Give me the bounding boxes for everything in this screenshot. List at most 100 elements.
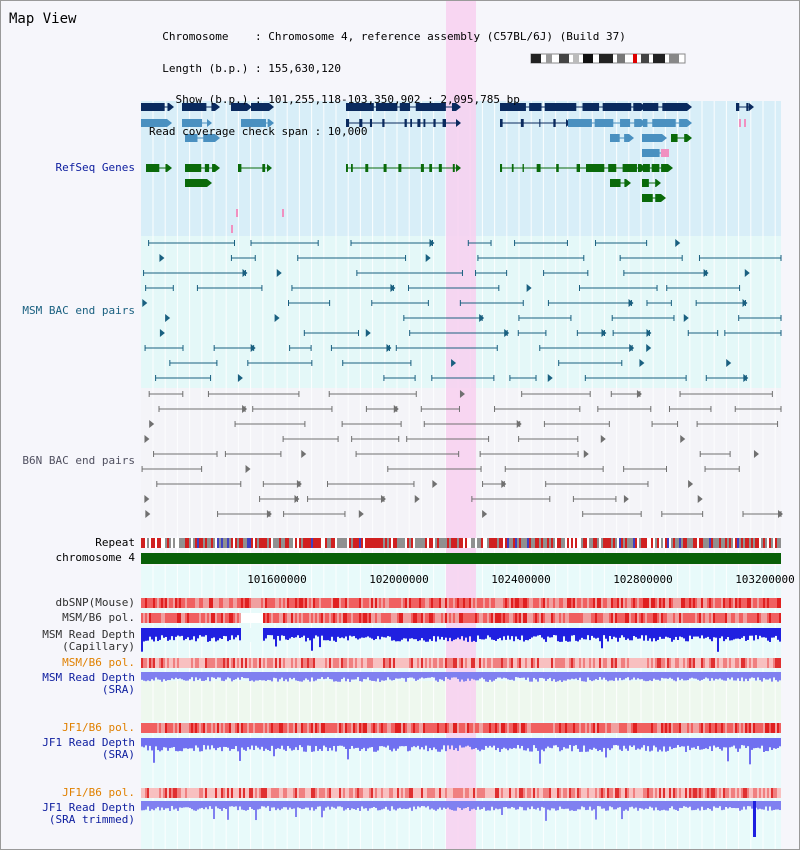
- polymorphism-mark: [505, 723, 507, 733]
- repeat-mark: [613, 538, 615, 548]
- read-depth-bar: [687, 672, 689, 681]
- read-depth-bar: [717, 672, 719, 680]
- repeat-mark: [731, 538, 733, 548]
- read-depth-bar: [573, 738, 575, 746]
- read-depth-bar: [587, 672, 589, 678]
- read-depth-bar: [617, 628, 619, 642]
- polymorphism-mark: [759, 613, 761, 623]
- polymorphism-mark: [389, 788, 391, 798]
- read-depth-bar: [743, 672, 745, 682]
- gene-arrow: [215, 103, 220, 111]
- polymorphism-mark: [435, 723, 437, 733]
- read-depth-bar: [239, 738, 241, 761]
- polymorphism-mark: [771, 723, 773, 733]
- repeat-mark: [307, 538, 309, 548]
- read-depth-bar: [711, 801, 713, 811]
- polymorphism-mark: [157, 723, 159, 733]
- polymorphism-mark: [253, 598, 255, 608]
- polymorphism-mark: [689, 613, 691, 623]
- repeat-mark: [753, 538, 755, 548]
- repeat-mark: [721, 538, 723, 548]
- polymorphism-mark: [507, 723, 509, 733]
- polymorphism-mark: [563, 788, 565, 798]
- repeat-mark: [529, 538, 531, 548]
- read-depth-bar: [433, 801, 435, 810]
- polymorphism-mark: [355, 598, 357, 608]
- polymorphism-mark: [529, 658, 531, 668]
- read-depth-bar: [439, 628, 441, 640]
- track-label-jf1-read-depth-sra: JF1 Read Depth (SRA): [42, 737, 135, 761]
- polymorphism-mark: [711, 598, 713, 608]
- read-depth-bar: [241, 801, 243, 810]
- repeat-mark: [301, 538, 303, 548]
- read-depth-bar: [529, 738, 531, 752]
- read-depth-bar: [483, 801, 485, 808]
- polymorphism-mark: [393, 613, 395, 623]
- repeat-mark: [289, 538, 291, 548]
- polymorphism-mark: [153, 788, 155, 798]
- gene-exon: [398, 164, 402, 172]
- read-depth-bar: [659, 628, 661, 637]
- repeat-mark: [475, 538, 477, 548]
- read-depth-bar: [273, 801, 275, 808]
- polymorphism-mark: [303, 723, 305, 733]
- polymorphism-mark: [163, 598, 165, 608]
- polymorphism-mark: [147, 658, 149, 668]
- polymorphism-mark: [547, 598, 549, 608]
- gene-exon: [165, 164, 167, 172]
- gene-exon: [637, 164, 641, 172]
- polymorphism-mark: [765, 658, 767, 668]
- polymorphism-mark: [539, 613, 541, 623]
- read-depth-bar: [657, 738, 659, 752]
- read-depth-bar: [377, 672, 379, 679]
- depth-spike: [753, 801, 756, 837]
- gene-exon: [642, 134, 662, 142]
- polymorphism-mark: [743, 788, 745, 798]
- read-depth-bar: [547, 801, 549, 810]
- read-depth-bar: [353, 801, 355, 809]
- polymorphism-mark: [723, 598, 725, 608]
- polymorphism-mark: [621, 613, 623, 623]
- read-depth-bar: [373, 738, 375, 752]
- read-depth-bar: [221, 738, 223, 752]
- polymorphism-mark: [613, 598, 615, 608]
- polymorphism-mark: [779, 658, 781, 668]
- polymorphism-mark: [573, 788, 575, 798]
- read-depth-bar: [707, 801, 709, 809]
- repeat-mark: [357, 538, 359, 548]
- read-depth-bar: [309, 672, 311, 682]
- gene-exon: [141, 119, 167, 127]
- label-line: (Capillary): [62, 640, 135, 653]
- polymorphism-mark: [269, 613, 271, 623]
- read-depth-bar: [651, 628, 653, 642]
- read-depth-bar: [751, 801, 753, 809]
- polymorphism-mark: [293, 613, 295, 623]
- read-depth-bar: [301, 738, 303, 748]
- read-depth-bar: [513, 672, 515, 681]
- repeat-mark: [245, 538, 247, 548]
- read-depth-bar: [437, 672, 439, 682]
- track-label-b6n-bac[interactable]: B6N BAC end pairs: [22, 454, 135, 467]
- polymorphism-mark: [179, 658, 181, 668]
- polymorphism-mark: [693, 658, 695, 668]
- repeat-mark: [589, 538, 591, 548]
- read-depth-bar: [693, 738, 695, 748]
- polymorphism-mark: [393, 788, 395, 798]
- polymorphism-mark: [739, 788, 741, 798]
- polymorphism-mark: [379, 658, 381, 668]
- track-label-msm-bac[interactable]: MSM BAC end pairs: [22, 304, 135, 317]
- polymorphism-mark: [611, 788, 613, 798]
- read-depth-bar: [183, 738, 185, 749]
- polymorphism-mark: [751, 613, 753, 623]
- read-depth-bar: [519, 738, 521, 749]
- polymorphism-mark: [695, 598, 697, 608]
- repeat-mark: [581, 538, 583, 548]
- repeat-mark: [623, 538, 625, 548]
- repeat-mark: [437, 538, 439, 548]
- read-depth-bar: [673, 628, 675, 640]
- polymorphism-mark: [191, 723, 193, 733]
- polymorphism-mark: [433, 598, 435, 608]
- polymorphism-mark: [659, 598, 661, 608]
- track-label-refseq[interactable]: RefSeq Genes: [55, 161, 135, 174]
